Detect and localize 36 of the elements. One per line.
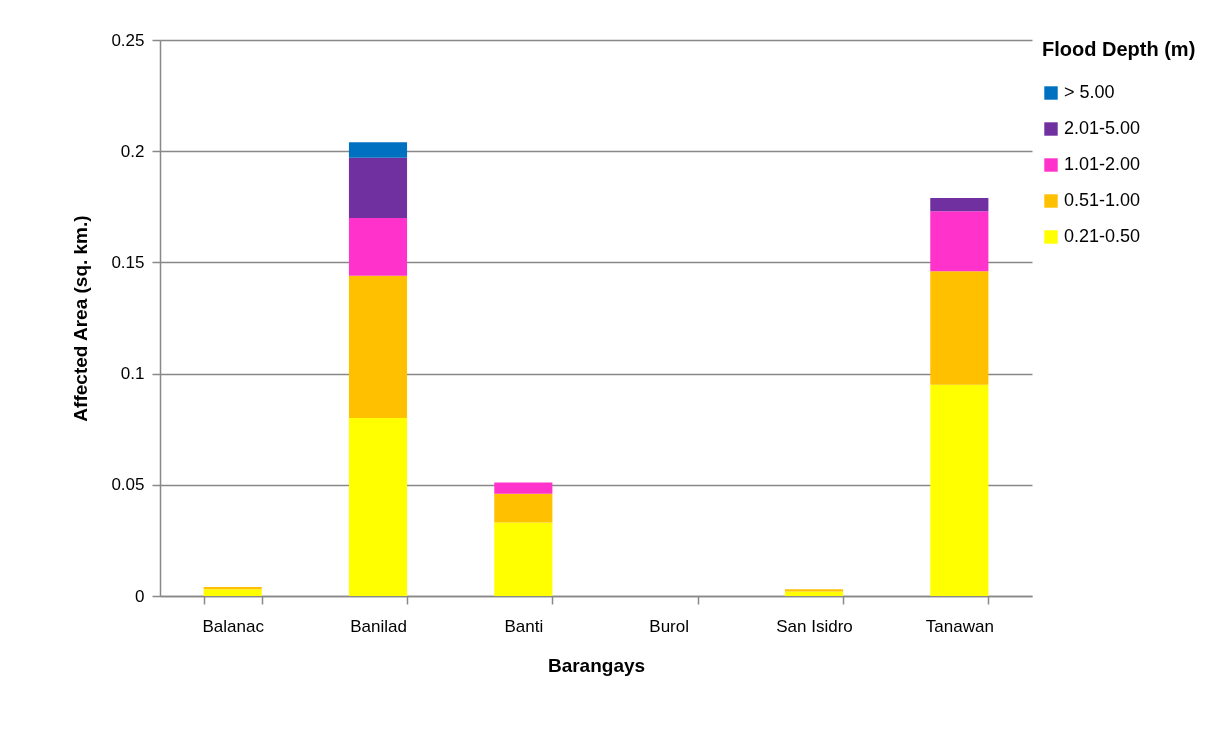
x-tick-label: Burol (649, 616, 690, 636)
bar (494, 493, 553, 523)
bar (348, 217, 408, 276)
bar (930, 271, 989, 385)
y-tick-label: 0.15 (111, 252, 145, 272)
legend-label: 0.51-1.00 (1064, 190, 1141, 210)
bar (494, 482, 553, 494)
bar (930, 211, 989, 272)
bar (203, 589, 262, 596)
y-tick-label: 0 (135, 586, 145, 606)
bar (348, 418, 408, 596)
y-tick-label: 0.2 (120, 141, 145, 161)
bar (348, 275, 408, 419)
legend-label: 0.21-0.50 (1064, 226, 1141, 246)
legend-label: > 5.00 (1064, 82, 1115, 102)
bar (930, 384, 989, 596)
legend-label: 1.01-2.00 (1064, 154, 1141, 174)
x-tick-label: San Isidro (776, 616, 853, 636)
legend-title: Flood Depth (m) (1042, 38, 1196, 60)
bar (494, 522, 553, 596)
y-axis-title: Affected Area (sq. km.) (70, 215, 92, 422)
bar (348, 157, 408, 218)
y-tick-label: 0.25 (111, 30, 145, 50)
x-tick-label: Banilad (350, 616, 407, 636)
bar (784, 589, 844, 592)
y-tick-label: 0.05 (111, 475, 145, 495)
bar (203, 587, 262, 590)
bar (930, 197, 989, 212)
x-tick-label: Balanac (202, 616, 265, 636)
x-tick-label: Banti (504, 616, 544, 636)
bar (348, 142, 408, 158)
x-tick-label: Tanawan (925, 616, 994, 636)
bar (784, 591, 844, 596)
x-axis-title: Barangays (547, 654, 646, 676)
legend-label: 2.01-5.00 (1064, 118, 1141, 138)
y-tick-label: 0.1 (120, 364, 145, 384)
